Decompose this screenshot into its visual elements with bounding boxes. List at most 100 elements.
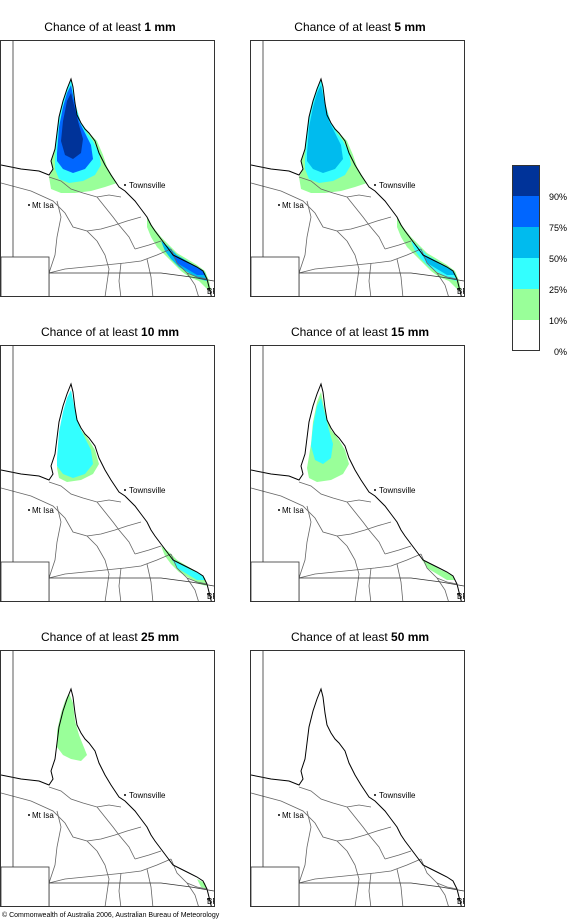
district-boundary [186, 882, 208, 890]
town-marker [28, 814, 30, 816]
district-boundary [436, 882, 458, 890]
legend-tick-label: 0% [553, 347, 567, 357]
district-boundary [336, 521, 392, 537]
district-boundary [48, 200, 62, 274]
district-boundary [298, 481, 372, 503]
town-label-townsville: Townsville [129, 791, 166, 800]
district-boundary [346, 196, 386, 250]
legend-tick-label: 50% [548, 254, 567, 264]
district-boundary [48, 505, 62, 579]
inset-box [1, 256, 50, 296]
town-label-townsville: Townsville [379, 486, 416, 495]
district-boundary [1, 792, 98, 852]
district-boundary [118, 567, 122, 601]
town-label-mt-isa: Mt Isa [32, 811, 54, 820]
district-boundary [48, 481, 122, 503]
inset-box [1, 561, 50, 601]
town-marker [374, 794, 376, 796]
district-boundary [396, 258, 404, 296]
district-boundary [1, 487, 98, 547]
probability-region [57, 693, 87, 761]
town-label-townsville: Townsville [379, 181, 416, 190]
district-boundary [146, 563, 154, 601]
district-boundary [104, 553, 172, 571]
probability-region [311, 398, 333, 464]
probability-region [307, 85, 343, 173]
town-label-brisbane: BRIS [207, 897, 214, 906]
panel-title: Chance of at least 1 mm [44, 20, 176, 34]
district-boundary [298, 810, 312, 884]
district-boundary [368, 872, 372, 906]
district-boundary [118, 872, 122, 906]
town-marker [124, 184, 126, 186]
legend-swatch-10-25 [512, 289, 540, 320]
district-boundary [134, 240, 162, 250]
town-label-brisbane: BRIS [457, 592, 464, 601]
coastline [1, 77, 212, 296]
district-boundary [384, 240, 412, 250]
district-boundary [96, 850, 110, 906]
district-boundary [251, 792, 348, 852]
town-marker [28, 509, 30, 511]
town-marker [457, 593, 459, 595]
district-boundary [336, 826, 392, 842]
district-boundary [346, 240, 360, 296]
inset-box [1, 866, 50, 906]
coastline [251, 77, 462, 296]
town-marker [124, 794, 126, 796]
legend-swatch-50-75 [512, 227, 540, 258]
district-boundary [346, 545, 360, 601]
district-boundary [104, 248, 172, 266]
town-marker [374, 184, 376, 186]
panel-title: Chance of at least 15 mm [290, 325, 430, 339]
queensland-map: Townsville Mt Isa BRIS [1, 346, 214, 601]
legend-swatch-90-100 [512, 165, 540, 196]
town-label-mt-isa: Mt Isa [32, 506, 54, 515]
town-label-brisbane: BRIS [457, 897, 464, 906]
district-boundary [384, 545, 412, 555]
district-boundary [436, 577, 458, 585]
district-boundary [104, 858, 172, 876]
legend-swatch-75-90 [512, 196, 540, 227]
district-boundary [96, 240, 110, 296]
district-boundary [396, 563, 404, 601]
district-boundary [384, 850, 412, 860]
town-marker [207, 898, 209, 900]
queensland-map: Townsville Mt Isa BRIS [251, 41, 464, 296]
district-boundary [96, 196, 136, 250]
queensland-map: Townsville Mt Isa BRIS [251, 651, 464, 906]
district-boundary [368, 262, 372, 296]
town-marker [207, 288, 209, 290]
probability-region [147, 217, 211, 291]
town-marker [278, 509, 280, 511]
town-marker [374, 489, 376, 491]
district-boundary [346, 850, 360, 906]
district-boundary [396, 868, 404, 906]
district-boundary [298, 786, 372, 808]
rainfall-map: Townsville Mt Isa BRIS [250, 40, 465, 297]
queensland-map: Townsville Mt Isa BRIS [1, 41, 214, 296]
legend-tick-label: 10% [548, 316, 567, 326]
town-label-mt-isa: Mt Isa [32, 201, 54, 210]
rainfall-map: Townsville Mt Isa BRIS [250, 650, 465, 907]
probability-region [61, 93, 83, 159]
district-boundary [354, 553, 422, 571]
legend-swatch-25-50 [512, 258, 540, 289]
district-boundary [48, 786, 122, 808]
town-marker [457, 898, 459, 900]
town-label-townsville: Townsville [379, 791, 416, 800]
district-boundary [298, 200, 312, 274]
district-boundary [336, 216, 392, 232]
coastline [1, 687, 212, 906]
town-label-mt-isa: Mt Isa [282, 811, 304, 820]
district-boundary [134, 850, 162, 860]
town-marker [207, 593, 209, 595]
district-boundary [146, 868, 154, 906]
queensland-map: Townsville Mt Isa BRIS [1, 651, 214, 906]
district-boundary [368, 567, 372, 601]
district-boundary [354, 248, 422, 266]
rainfall-map: Townsville Mt Isa BRIS [0, 650, 215, 907]
town-label-mt-isa: Mt Isa [282, 506, 304, 515]
town-marker [278, 814, 280, 816]
copyright-notice: © Commonwealth of Australia 2006, Austra… [2, 912, 220, 919]
